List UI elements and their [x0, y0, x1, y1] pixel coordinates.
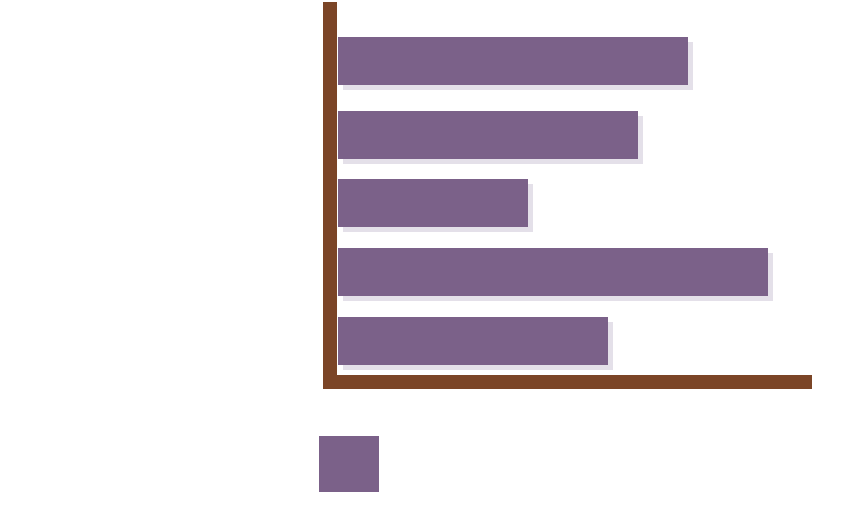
- legend-swatch: [319, 436, 379, 492]
- bar-4: [338, 248, 768, 296]
- bar-1: [338, 37, 688, 85]
- bar-5: [338, 317, 608, 365]
- legend: [319, 436, 379, 492]
- bars: [338, 37, 768, 365]
- bar-2: [338, 111, 638, 159]
- bar-3: [338, 179, 528, 227]
